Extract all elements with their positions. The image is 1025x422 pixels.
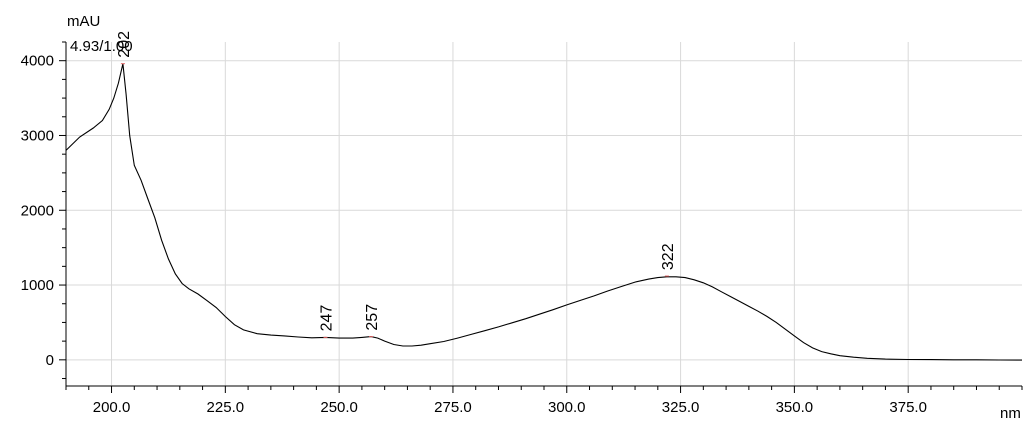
x-tick-label: 375.0 [889, 399, 927, 416]
y-axis-label: mAU [67, 13, 100, 30]
peak-label: 322 [660, 243, 677, 270]
y-tick-label: 1000 [21, 277, 54, 294]
y-tick-label: 2000 [21, 202, 54, 219]
x-tick-label: 200.0 [93, 399, 131, 416]
x-tick-label: 325.0 [662, 399, 700, 416]
tick-labels: 200.0 225.0 250.0 275.0 300.0 325.0 350.0 375.0… [21, 53, 927, 416]
x-axis-label: nm [1000, 405, 1021, 422]
x-tick-label: 250.0 [320, 399, 358, 416]
y-tick-label: 4000 [21, 53, 54, 70]
peak-label: 257 [364, 304, 381, 331]
peak-annotations: 202 247 257 322 [116, 31, 677, 338]
x-tick-label: 350.0 [776, 399, 814, 416]
x-tick-label: 225.0 [207, 399, 245, 416]
axes [65, 42, 1022, 387]
y-tick-label: 0 [46, 352, 54, 369]
grid [66, 42, 1022, 386]
peak-label: 247 [319, 305, 336, 332]
corner-annotation: 4.93/1.00 [70, 38, 133, 55]
y-tick-label: 3000 [21, 127, 54, 144]
spectrum-line [65, 63, 1023, 361]
x-tick-label: 275.0 [434, 399, 472, 416]
peak-label: 202 [116, 31, 133, 58]
x-tick-label: 300.0 [548, 399, 586, 416]
ticks [59, 41, 1023, 393]
